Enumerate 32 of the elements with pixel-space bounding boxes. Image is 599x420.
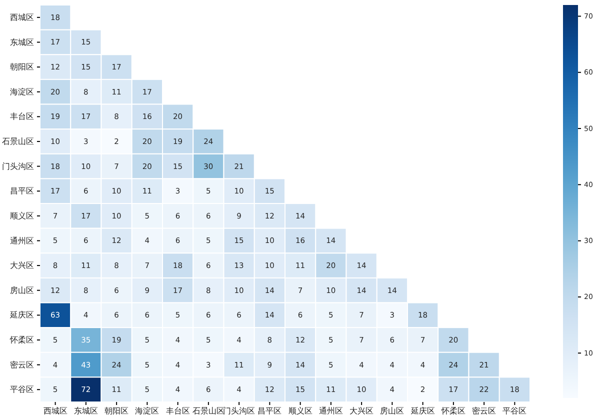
y-tick-label: 西城区 xyxy=(10,12,34,22)
y-tick-label: 怀柔区 xyxy=(9,336,34,345)
x-tick-label: 昌平区 xyxy=(258,406,282,416)
x-tick-label: 密云区 xyxy=(472,406,496,416)
y-tick-label: 密云区 xyxy=(10,360,34,370)
y-tick-label: 平谷区 xyxy=(10,385,34,394)
x-tick-label: 东城区 xyxy=(74,406,98,416)
y-tick-label: 丰台区 xyxy=(10,112,34,122)
x-tick-label: 石景山区 xyxy=(192,406,224,416)
y-tick-label: 东城区 xyxy=(10,38,34,47)
x-tick-label: 通州区 xyxy=(318,406,343,416)
y-tick-label: 大兴区 xyxy=(10,261,34,270)
y-tick-label: 朝阳区 xyxy=(10,62,34,72)
x-tick-label: 怀柔区 xyxy=(440,406,466,416)
x-tick-label: 丰台区 xyxy=(166,406,190,416)
y-tick-label: 石景山区 xyxy=(2,137,34,146)
x-tick-label: 房山区 xyxy=(380,406,404,416)
x-tick-label: 大兴区 xyxy=(350,406,374,416)
y-tick-label: 门头沟区 xyxy=(2,162,34,171)
y-tick-label: 延庆区 xyxy=(9,310,34,320)
y-tick-label: 房山区 xyxy=(10,286,34,295)
y-tick-label: 昌平区 xyxy=(10,186,34,196)
y-tick-label: 海淀区 xyxy=(10,87,34,96)
x-tick-label: 门头沟区 xyxy=(223,406,256,416)
y-tick-label: 通州区 xyxy=(10,236,34,246)
x-tick-label: 海淀区 xyxy=(135,406,160,416)
x-tick-label: 西城区 xyxy=(43,406,68,416)
x-tick-label: 朝阳区 xyxy=(104,406,129,416)
x-tick-label: 顺义区 xyxy=(288,406,312,416)
x-tick-label: 延庆区 xyxy=(410,406,435,416)
x-tick-label: 平谷区 xyxy=(502,406,527,416)
y-tick-label: 顺义区 xyxy=(10,211,34,220)
